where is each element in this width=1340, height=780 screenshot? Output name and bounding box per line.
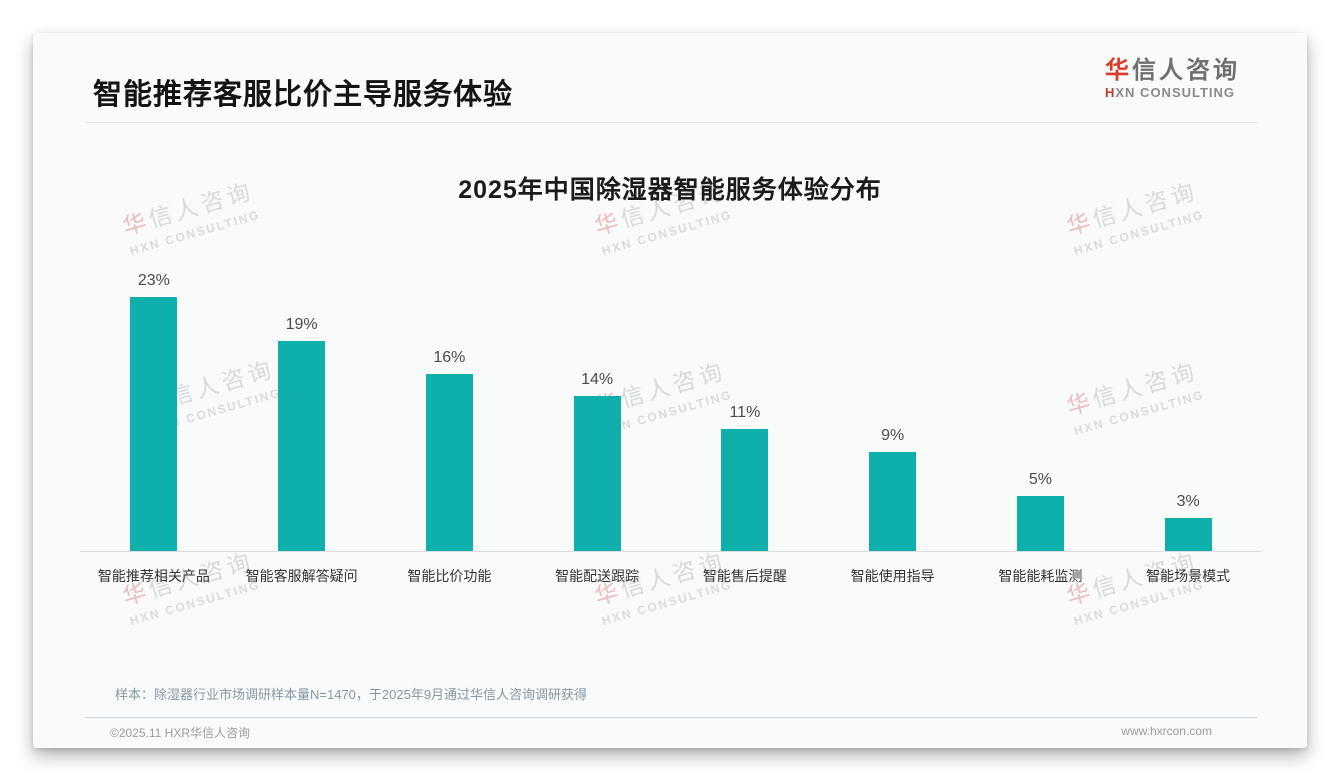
bar-category-label: 智能售后提醒 <box>702 568 787 584</box>
bar-value-label: 19% <box>285 316 318 333</box>
sample-note: 样本：除湿器行业市场调研样本量N=1470，于2025年9月通过华信人咨询调研获… <box>115 687 588 702</box>
bar-category-label: 智能客服解答疑问 <box>245 568 358 584</box>
slide-card: 智能推荐客服比价主导服务体验 华信人咨询 HXN CONSULTING 华信人咨… <box>33 33 1307 748</box>
bar-column: 23% <box>80 251 228 551</box>
bar-plot: 23% 19% 16% 14% 11% 9% 5% 3% <box>80 251 1262 551</box>
footer-website: www.hxrcon.com <box>1121 724 1212 738</box>
bar-value-label: 14% <box>581 371 614 388</box>
bar-value-label: 3% <box>1176 493 1200 510</box>
bar-column: 3% <box>1114 251 1262 551</box>
logo-en-accent: H <box>1105 85 1116 100</box>
bar-column: 5% <box>967 251 1115 551</box>
category-row: 智能推荐相关产品 智能客服解答疑问 智能比价功能 智能配送跟踪 智能售后提醒 智能使用指导… <box>80 566 1262 586</box>
bar-column: 11% <box>671 251 819 551</box>
logo-en-text: HXN CONSULTING <box>1105 86 1240 99</box>
company-logo: 华信人咨询 HXN CONSULTING <box>1105 59 1240 100</box>
bar <box>1164 518 1212 551</box>
bar <box>721 429 769 551</box>
x-axis-line <box>80 551 1262 552</box>
chart-title: 2025年中国除湿器智能服务体验分布 <box>458 176 882 204</box>
bar <box>278 341 326 551</box>
bar-column: 9% <box>819 251 967 551</box>
bar-category-label: 智能使用指导 <box>850 568 935 584</box>
header-divider <box>85 122 1257 123</box>
bar <box>425 374 473 551</box>
bar <box>130 297 178 551</box>
logo-cn-rest: 信人咨询 <box>1132 57 1240 84</box>
logo-en-rest: XN CONSULTING <box>1115 85 1236 100</box>
bar-value-label: 16% <box>433 349 466 366</box>
footer-copyright: ©2025.11 HXR华信人咨询 <box>110 726 250 740</box>
bar-category-label: 智能比价功能 <box>407 568 492 584</box>
bar-category-label: 智能配送跟踪 <box>555 568 640 584</box>
page-title: 智能推荐客服比价主导服务体验 <box>93 79 514 111</box>
logo-cn-text: 华信人咨询 <box>1105 59 1240 83</box>
bar-column: 14% <box>523 251 671 551</box>
bar-value-label: 23% <box>137 272 170 289</box>
bar-value-label: 9% <box>881 427 905 444</box>
footer-divider <box>85 717 1257 718</box>
bar-category-label: 智能推荐相关产品 <box>97 568 210 584</box>
bar-column: 19% <box>228 251 376 551</box>
bar <box>869 452 917 551</box>
bar-value-label: 5% <box>1028 471 1052 488</box>
bar <box>573 396 621 551</box>
bar-value-label: 11% <box>729 404 761 421</box>
bar-category-label: 智能场景模式 <box>1146 568 1231 584</box>
bar-category-label: 智能能耗监测 <box>998 568 1083 584</box>
bar-column: 16% <box>376 251 524 551</box>
bar <box>1016 496 1064 551</box>
logo-cn-accent: 华 <box>1105 57 1132 84</box>
